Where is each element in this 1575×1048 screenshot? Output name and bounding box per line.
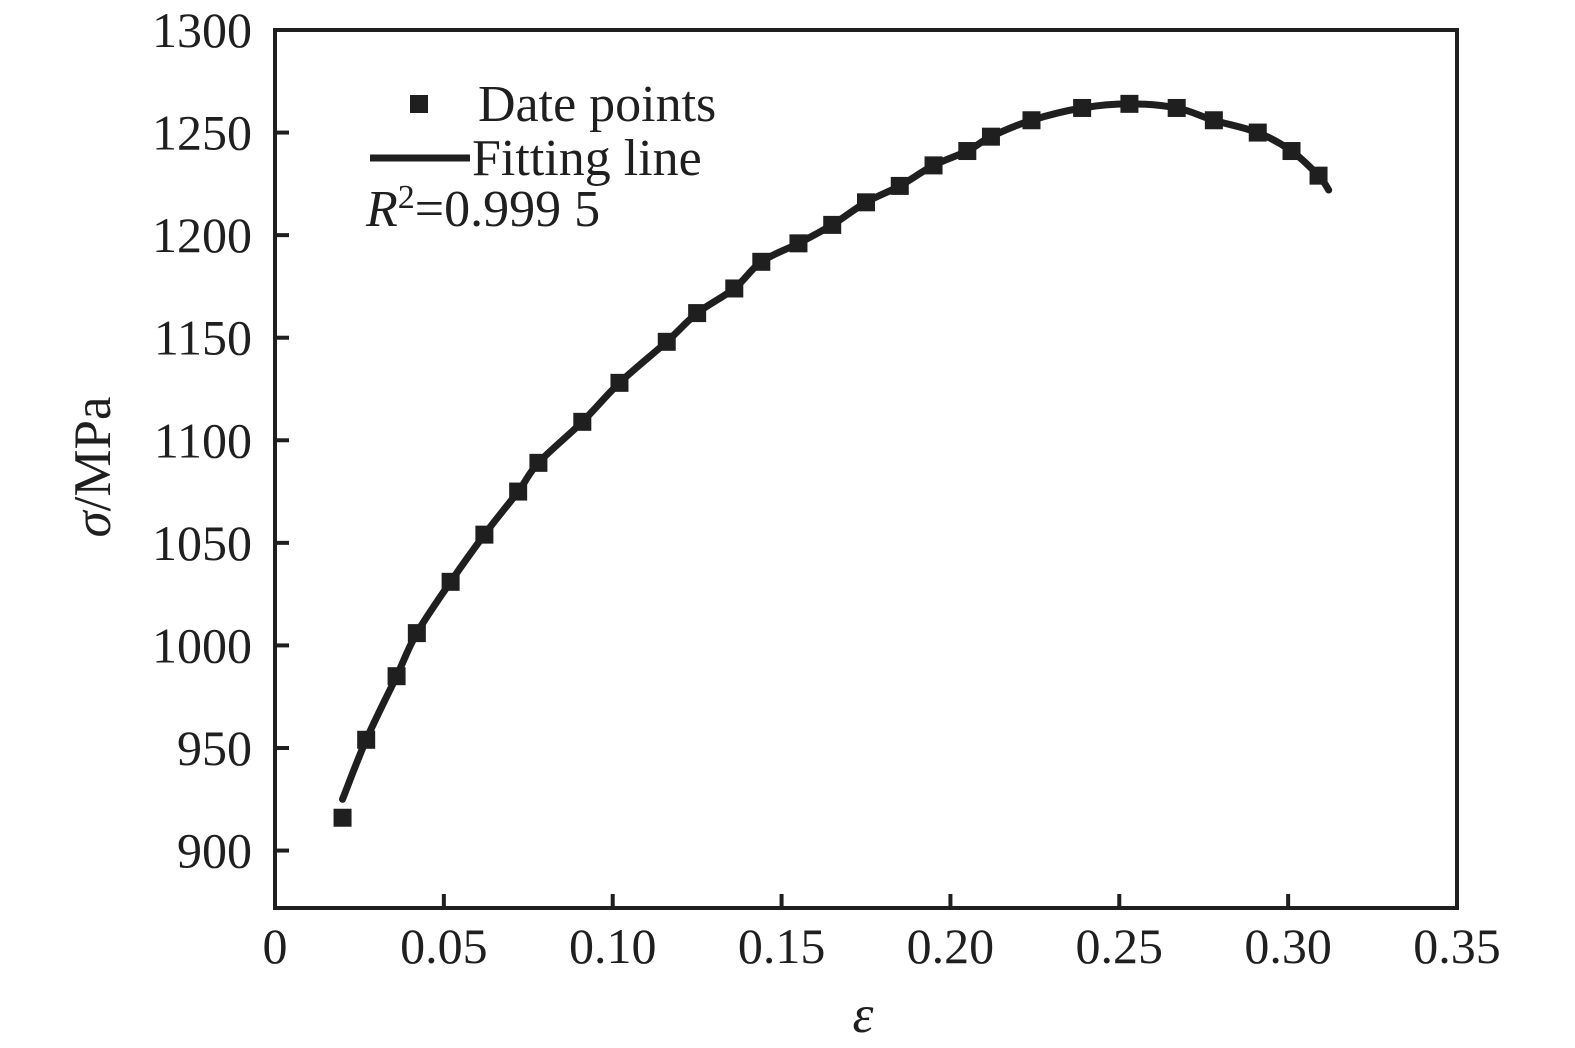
x-tick-label: 0.30	[1244, 918, 1332, 974]
x-axis-tick-labels: 0 0.05 0.10 0.15 0.20 0.25 0.30 0.35	[263, 918, 1501, 974]
y-tick-label: 1200	[152, 207, 252, 263]
data-point-marker	[1167, 98, 1186, 117]
data-point-marker	[333, 808, 352, 827]
x-tick-label: 0.05	[400, 918, 488, 974]
data-point-marker	[1204, 111, 1223, 130]
y-tick-label: 1250	[152, 105, 252, 161]
data-point-marker	[1309, 166, 1328, 185]
data-point-marker	[357, 730, 376, 749]
data-point-marker	[688, 304, 707, 323]
x-axis-label: ε	[853, 986, 874, 1044]
y-tick-label: 900	[177, 823, 252, 879]
x-tick-label: 0.20	[907, 918, 995, 974]
data-point-marker	[573, 412, 592, 431]
data-point-marker	[1120, 94, 1139, 113]
x-tick-label: 0.35	[1413, 918, 1501, 974]
data-point-marker	[823, 215, 842, 234]
sigma-symbol: σ	[64, 510, 122, 538]
data-point-marker	[1282, 142, 1301, 161]
data-point-marker	[387, 667, 406, 686]
r-squared-base: R	[365, 181, 398, 238]
r-squared-annotation: R2=0.999 5	[365, 179, 600, 238]
data-point-marker	[958, 142, 977, 161]
data-point-marker	[1248, 123, 1267, 142]
r-squared-exponent: 2	[398, 179, 415, 216]
data-point-marker	[725, 279, 744, 298]
plot-frame	[273, 28, 1459, 910]
data-point-marker	[475, 525, 494, 544]
data-point-marker	[890, 176, 909, 195]
x-tick-label: 0.25	[1076, 918, 1164, 974]
x-tick-label: 0.10	[569, 918, 657, 974]
x-tick-label: 0	[263, 918, 288, 974]
y-tick-label: 1000	[152, 617, 252, 673]
x-axis-ticks	[273, 894, 1459, 908]
y-tick-label: 1150	[154, 310, 252, 366]
data-point-marker	[1022, 111, 1041, 130]
data-point-marker	[441, 572, 460, 591]
y-tick-label: 950	[177, 720, 252, 776]
legend: Date points Fitting line R2=0.999 5	[365, 76, 716, 238]
data-point-marker	[529, 453, 548, 472]
y-axis-ticks	[275, 28, 289, 853]
data-point-marker	[509, 482, 528, 501]
data-point-marker	[657, 332, 676, 351]
y-axis-label: σ/MPa	[64, 397, 122, 538]
data-point-marker	[610, 373, 629, 392]
legend-points-label: Date points	[478, 76, 716, 133]
y-axis-unit: /MPa	[64, 397, 122, 512]
data-point-marker	[924, 156, 943, 175]
data-point-marker	[981, 127, 1000, 146]
x-tick-label: 0.15	[738, 918, 826, 974]
legend-line-label: Fitting line	[472, 130, 702, 187]
r-squared-value: =0.999 5	[415, 181, 600, 238]
data-point-marker	[407, 624, 426, 643]
y-tick-label: 1100	[154, 412, 252, 468]
y-tick-label: 1050	[152, 515, 252, 571]
data-point-marker	[752, 252, 771, 271]
data-point-marker	[789, 234, 808, 253]
data-point-marker	[1073, 98, 1092, 117]
y-axis-tick-labels: 900 950 1000 1050 1100 1150 1200 1250 1300	[152, 2, 252, 879]
legend-square-marker-icon	[410, 95, 428, 113]
y-tick-label: 1300	[152, 2, 252, 58]
data-point-marker	[857, 193, 875, 212]
data-points-series	[333, 94, 1328, 827]
